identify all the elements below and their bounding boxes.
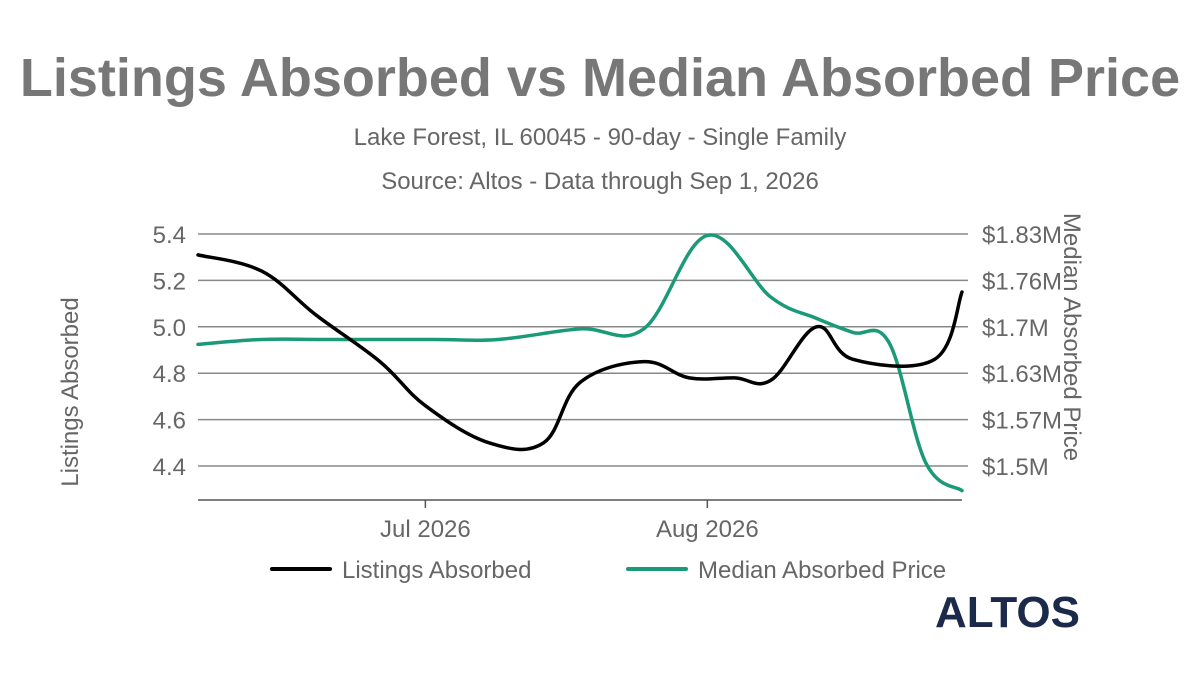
chart-title: Listings Absorbed vs Median Absorbed Pri… [20,48,1180,108]
left-tick-label: 5.4 [153,222,186,249]
left-tick-label: 4.4 [153,454,186,481]
left-tick-label: 5.0 [153,315,186,342]
grid-lines [198,233,968,467]
right-axis-ticks: $1.83M $1.76M $1.7M $1.63M $1.57M $1.5M [982,222,1062,481]
left-tick-label: 5.2 [153,268,186,295]
series-line-median-absorbed-price [196,233,964,493]
x-axis-ticks: Jul 2026 Aug 2026 [380,500,759,543]
left-tick-label: 4.6 [153,408,186,435]
right-tick-label: $1.57M [982,408,1062,435]
legend-label-median-absorbed-price: Median Absorbed Price [698,557,946,584]
right-tick-label: $1.63M [982,361,1062,388]
x-tick-label: Aug 2026 [656,516,759,543]
altos-logo: ALTOS [935,588,1080,637]
right-tick-label: $1.83M [982,222,1062,249]
right-tick-label: $1.7M [982,315,1049,342]
chart-subtitle-line-1: Lake Forest, IL 60045 - 90-day - Single … [354,124,847,151]
right-tick-label: $1.76M [982,268,1062,295]
left-axis-label: Listings Absorbed [57,297,84,486]
legend-label-listings-absorbed: Listings Absorbed [342,557,531,584]
right-axis-label: Median Absorbed Price [1058,213,1085,461]
right-tick-label: $1.5M [982,454,1049,481]
chart-subtitle-line-2: Source: Altos - Data through Sep 1, 2026 [381,168,819,195]
x-tick-label: Jul 2026 [380,516,471,543]
left-axis-ticks: 5.4 5.2 5.0 4.8 4.6 4.4 [153,222,186,481]
series-line-listings-absorbed [196,253,964,452]
series-layer [196,233,964,493]
left-tick-label: 4.8 [153,361,186,388]
legend: Listings Absorbed Median Absorbed Price [270,557,946,584]
